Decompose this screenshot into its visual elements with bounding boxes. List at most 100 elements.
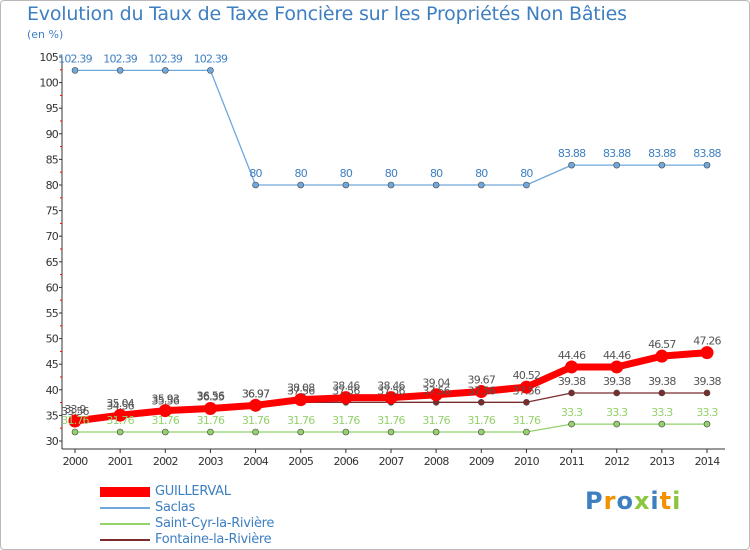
legend-label: Saint-Cyr-la-Rivière <box>155 516 275 531</box>
data-label: 31.76 <box>61 414 89 427</box>
data-label: 37.56 <box>468 384 496 397</box>
y-tick-label: 80 <box>46 179 59 192</box>
data-label: 80 <box>520 167 533 180</box>
series-point <box>477 398 485 406</box>
x-tick-label: 2001 <box>108 455 133 468</box>
data-label: 39.67 <box>468 373 496 386</box>
y-tick-label: 105 <box>39 51 58 64</box>
x-tick-label: 2004 <box>243 455 269 468</box>
y-tick-label: 70 <box>46 230 59 243</box>
data-label: 39.38 <box>648 375 676 388</box>
series-point <box>474 384 488 398</box>
series-point <box>387 428 395 436</box>
chart-unit-label: (en %) <box>27 28 64 41</box>
series-point <box>703 389 711 397</box>
data-label: 33.3 <box>696 406 718 419</box>
data-label: 34.56 <box>106 400 134 413</box>
data-label: 39.38 <box>558 375 586 388</box>
y-tick-label: 100 <box>39 77 58 90</box>
series-point <box>519 380 533 394</box>
series-point <box>207 428 214 436</box>
series-point <box>523 398 530 406</box>
proxiti-logo: Proxiti <box>585 487 682 515</box>
chart-title: Evolution du Taux de Taxe Foncière sur l… <box>27 3 627 25</box>
series-point <box>658 161 666 169</box>
x-tick-label: 2009 <box>469 455 495 468</box>
series-point <box>613 389 621 397</box>
data-label: 31.76 <box>152 414 180 427</box>
data-label: 102.39 <box>58 52 92 65</box>
data-label: 33.3 <box>561 406 583 419</box>
series-point <box>613 420 621 428</box>
data-label: 80 <box>430 167 443 180</box>
series-point <box>207 67 214 74</box>
data-label: 83.88 <box>603 147 631 160</box>
series-point <box>158 404 172 418</box>
data-label: 31.76 <box>422 414 450 427</box>
series-point <box>703 161 711 169</box>
y-tick-label: 35 <box>46 409 59 422</box>
series-lines <box>68 67 714 436</box>
series-point <box>658 420 666 428</box>
series-point <box>297 428 305 436</box>
data-label: 36.97 <box>242 387 270 400</box>
data-label: 83.88 <box>558 147 586 160</box>
data-label: 83.88 <box>648 147 676 160</box>
legend-label: GUILLERVAL <box>155 484 231 499</box>
series-point <box>297 181 305 189</box>
data-label: 39.04 <box>422 377 450 390</box>
series-point <box>432 428 440 436</box>
series-point <box>116 67 124 74</box>
data-label: 83.88 <box>693 147 721 160</box>
series-point <box>523 428 530 436</box>
y-tick-label: 45 <box>46 358 59 371</box>
series-point <box>565 360 579 374</box>
series-point <box>161 67 169 74</box>
data-label: 31.76 <box>106 414 134 427</box>
series-point <box>116 428 124 436</box>
series-point <box>68 414 82 428</box>
data-label: 44.46 <box>603 349 631 362</box>
series-point <box>71 428 79 436</box>
legend-label: Fontaine-la-Rivière <box>155 532 272 547</box>
data-label: 31.76 <box>377 414 405 427</box>
legend-swatch <box>100 507 150 509</box>
data-label: 33.9 <box>64 403 86 416</box>
data-label: 35.04 <box>106 397 134 410</box>
data-label: 47.26 <box>693 335 721 348</box>
data-label: 37.56 <box>513 384 541 397</box>
data-label: 39.38 <box>603 375 631 388</box>
data-label: 35.56 <box>152 395 180 408</box>
series-point <box>342 181 350 189</box>
data-labels: 33.9 35.04 35.93 36.35 36.97 38.08 38.46 38.46 3… <box>58 52 722 427</box>
series-point <box>568 420 575 428</box>
data-label: 36.35 <box>197 390 225 403</box>
data-label: 80 <box>385 167 398 180</box>
series-point <box>294 393 308 407</box>
x-tick-label: 2014 <box>695 455 721 468</box>
series-point <box>655 349 669 363</box>
data-label: 37.56 <box>332 384 360 397</box>
series-point <box>568 389 575 397</box>
data-label: 31.76 <box>513 414 541 427</box>
y-tick-label: 90 <box>46 128 59 141</box>
series-point <box>384 391 398 405</box>
series-point <box>252 181 259 189</box>
series-point <box>477 428 485 436</box>
data-label: 80 <box>340 167 353 180</box>
data-label: 31.76 <box>287 414 315 427</box>
series-point <box>703 420 711 428</box>
data-label: 80 <box>475 167 488 180</box>
data-label: 33.3 <box>606 406 628 419</box>
data-label: 36.97 <box>242 387 270 400</box>
series-point <box>523 181 530 189</box>
data-label: 46.57 <box>648 338 676 351</box>
series-point <box>252 428 259 436</box>
y-tick-label: 40 <box>46 384 59 397</box>
data-label: 102.39 <box>148 52 182 65</box>
x-tick-label: 2007 <box>379 455 405 468</box>
data-label: 33.3 <box>651 406 673 419</box>
series-point <box>161 428 169 436</box>
